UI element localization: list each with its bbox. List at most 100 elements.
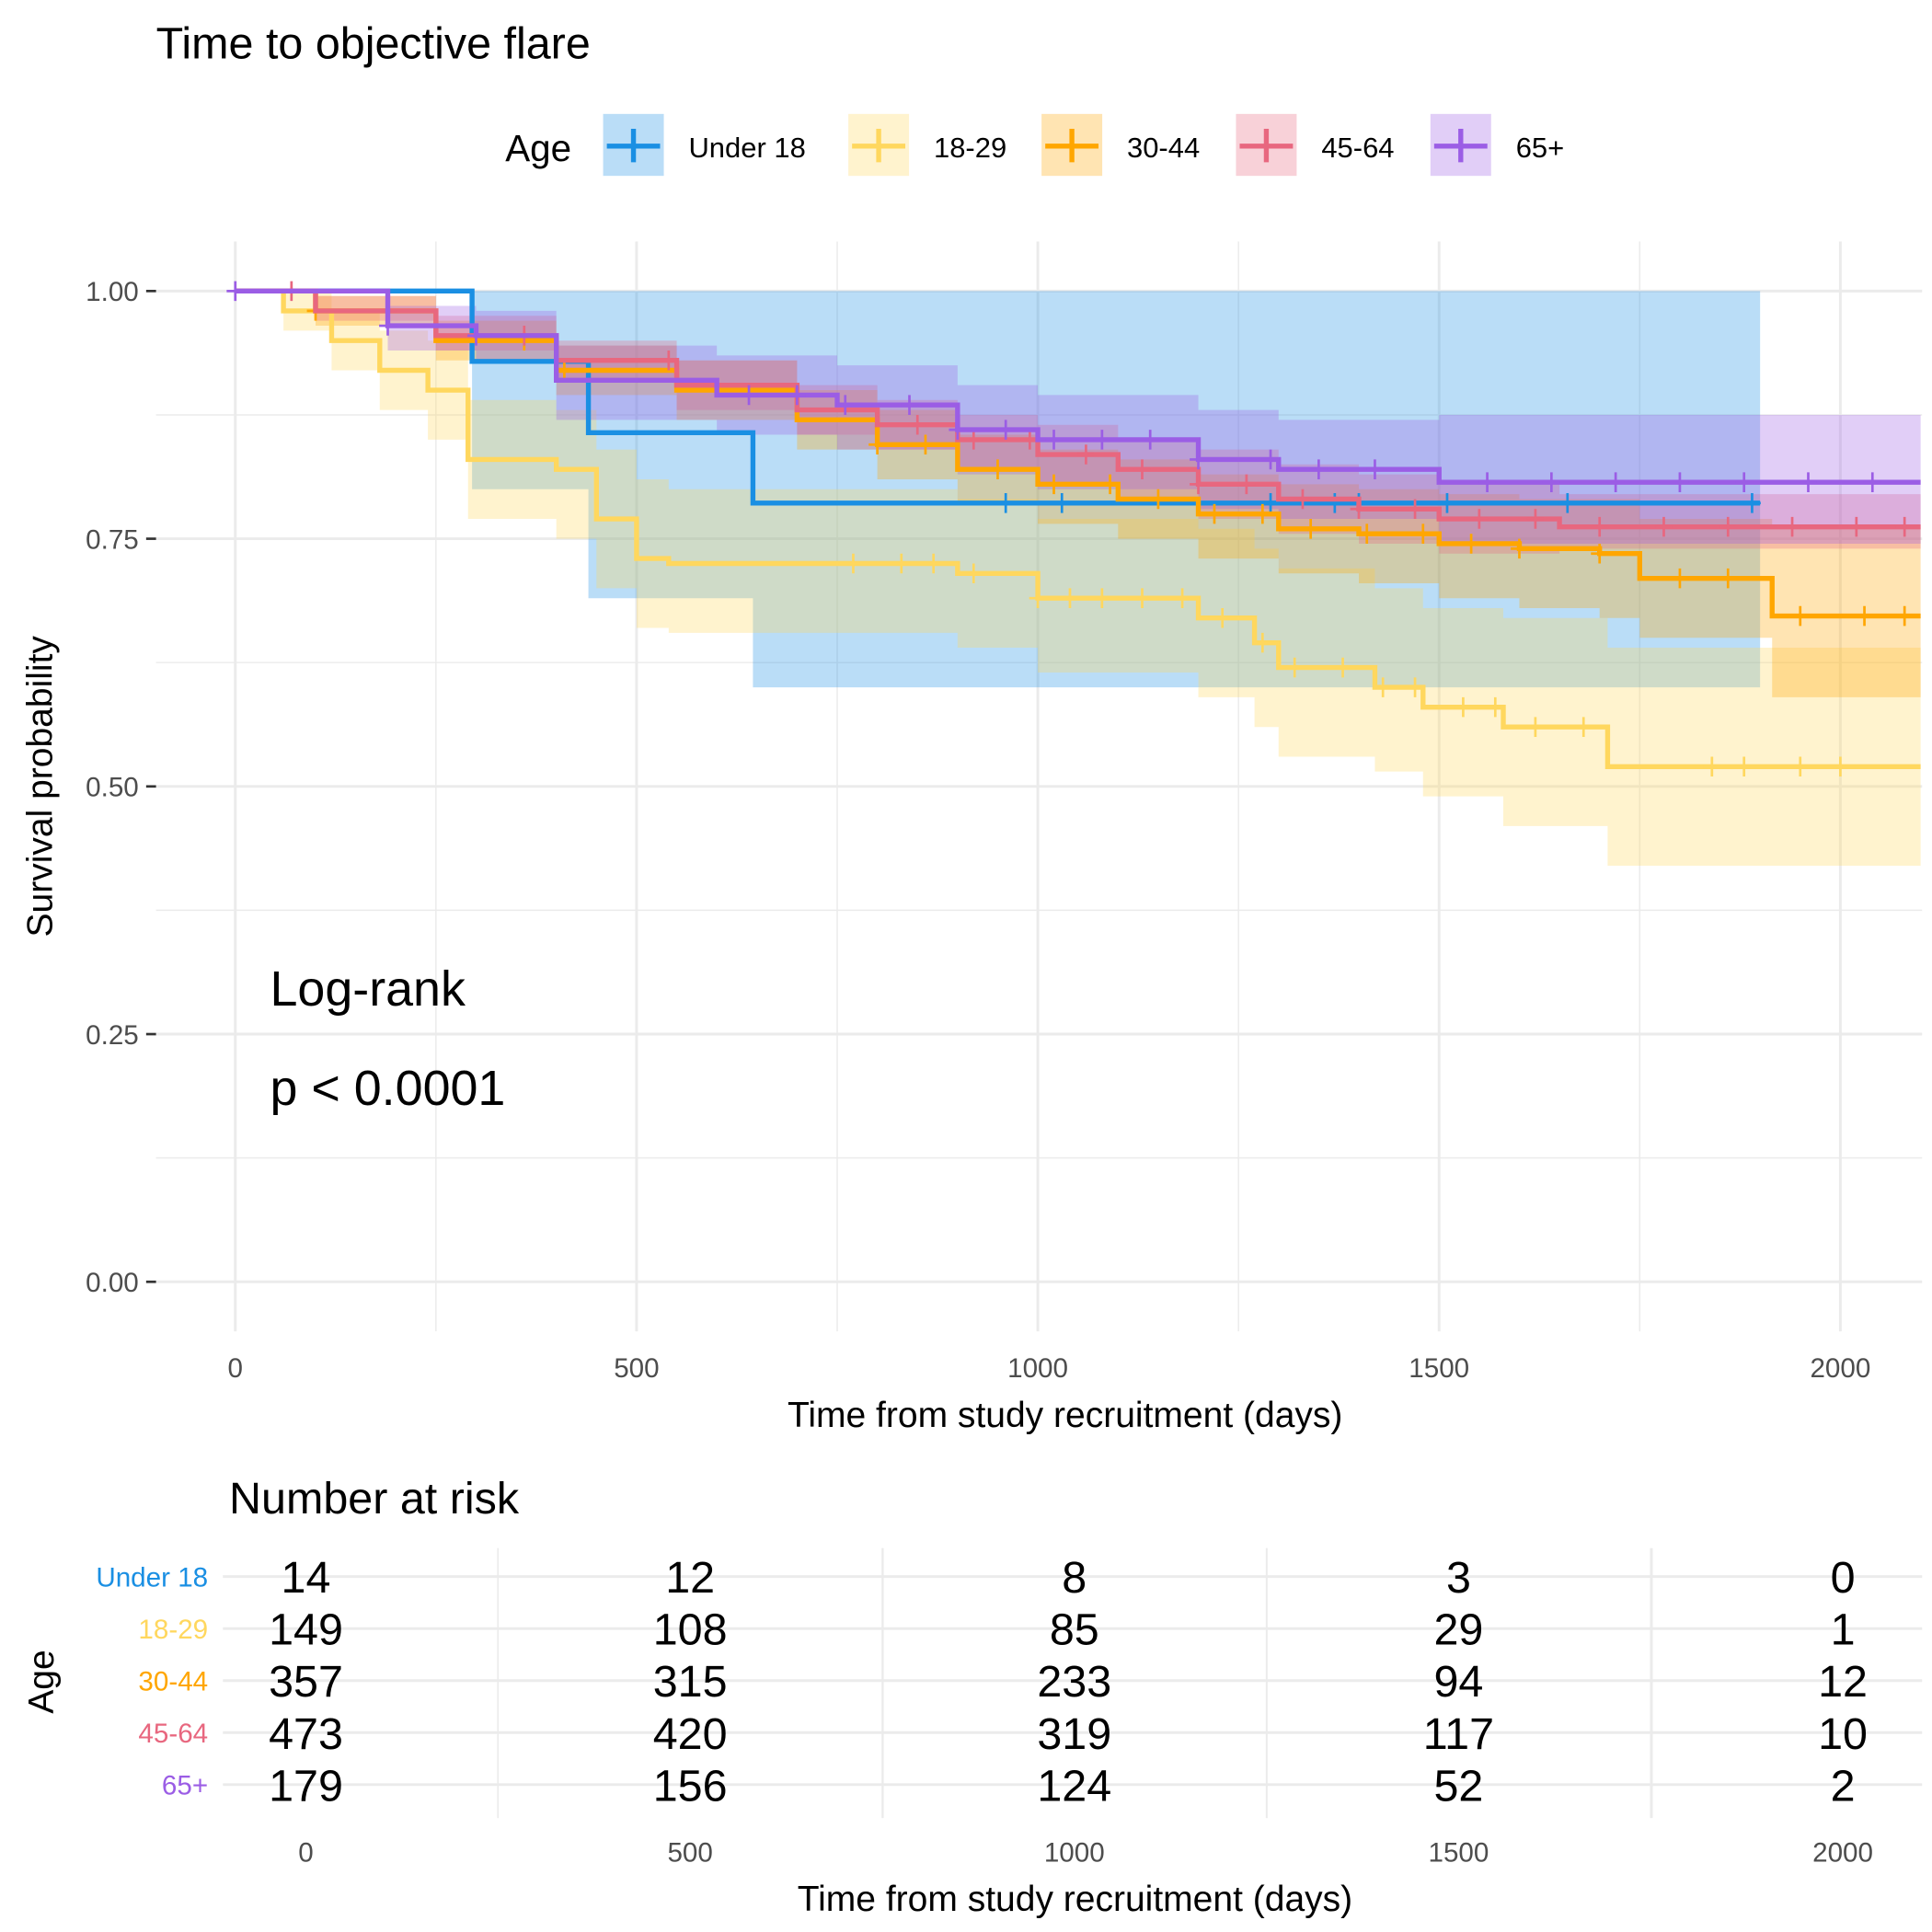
censor-mark-65+: [1366, 459, 1384, 479]
censor-mark-18-29: [964, 563, 983, 584]
risk-count: 124: [1037, 1761, 1111, 1811]
censor-mark-45-64: [1237, 474, 1256, 495]
risk-count: 108: [653, 1605, 728, 1655]
censor-mark-18-29: [1253, 632, 1271, 653]
x-tick-label: 500: [614, 1353, 659, 1384]
censor-mark-18-29: [1133, 588, 1151, 608]
x-axis-label: Time from study recruitment (days): [788, 1396, 1342, 1435]
risk-count: 12: [1818, 1657, 1868, 1707]
plot-area: 0.00 0.25 0.50 0.75 1.00 0 500 1000 1500 2000: [86, 241, 1923, 1384]
censor-mark-18-29: [1173, 588, 1191, 608]
censor-mark-30-44: [989, 459, 1006, 479]
censor-mark-under-18: [1743, 493, 1761, 513]
censor-mark-65+: [1800, 472, 1817, 492]
legend-key-line: [606, 129, 661, 163]
risk-table-title: Number at risk: [229, 1474, 520, 1524]
censor-mark-45-64: [660, 350, 678, 371]
censor-mark-45-64: [1719, 516, 1737, 537]
risk-count: 149: [269, 1605, 343, 1655]
censor-mark-18-29: [1061, 588, 1079, 608]
censor-mark-65+: [467, 326, 485, 346]
legend-key-line: [852, 129, 906, 163]
censor-mark-18-29: [1029, 588, 1047, 608]
censor-mark-65+: [949, 420, 967, 440]
censor-mark-45-64: [1076, 444, 1095, 465]
censor-mark-18-29: [1574, 717, 1593, 737]
censor-mark-45-64: [1406, 499, 1424, 520]
censor-mark-45-64: [908, 414, 926, 435]
censor-mark-under-18: [996, 493, 1015, 513]
censor-mark-30-44: [1895, 605, 1914, 627]
censor-mark-65+: [1141, 430, 1159, 450]
censor-mark-30-44: [1149, 489, 1167, 510]
legend-key-line: [1433, 129, 1488, 163]
risk-count: 12: [665, 1553, 715, 1603]
censor-mark-65+: [1261, 449, 1280, 470]
censor-mark-18-29: [845, 553, 862, 574]
censor-mark-65+: [1093, 430, 1111, 450]
legend-key-line: [1045, 129, 1099, 163]
ci-band-30-44: [235, 291, 1921, 697]
p-value-label: p < 0.0001: [270, 1061, 505, 1116]
censor-mark-under-18: [1261, 493, 1280, 513]
censor-mark-65+: [740, 385, 758, 406]
legend-title: Age: [505, 127, 571, 169]
risk-table-x-label: Time from study recruitment (days): [798, 1880, 1352, 1919]
legend: Age Under 18 18-29 30-44 45-64 65+: [505, 113, 1564, 177]
risk-row-label: Under 18: [96, 1562, 208, 1593]
risk-x-tick-label: 0: [298, 1837, 313, 1868]
censor-mark-65+: [1863, 472, 1881, 492]
risk-count: 1: [1831, 1605, 1856, 1655]
censor-mark-65+: [226, 281, 245, 302]
censor-mark-30-44: [1671, 568, 1689, 589]
risk-count: 52: [1433, 1761, 1483, 1811]
censor-mark-45-64: [1133, 459, 1151, 479]
censor-mark-18-29: [1831, 756, 1849, 777]
risk-count: 0: [1831, 1553, 1856, 1603]
risk-count: 3: [1446, 1553, 1471, 1603]
risk-x-tick-label: 1500: [1428, 1837, 1489, 1868]
censor-mark-45-64: [1470, 509, 1489, 529]
ci-band-45-64: [235, 291, 1921, 554]
censor-mark-65+: [1542, 472, 1560, 492]
censor-mark-18-29: [1213, 607, 1232, 628]
risk-count: 156: [653, 1761, 728, 1811]
x-tick-label: 2000: [1810, 1353, 1870, 1384]
censor-mark-45-64: [964, 430, 983, 450]
censor-mark-30-44: [1358, 523, 1376, 544]
censor-mark-30-44: [1591, 543, 1609, 564]
risk-count: 85: [1050, 1605, 1099, 1655]
risk-count: 233: [1037, 1657, 1111, 1707]
censor-mark-65+: [1045, 430, 1063, 450]
risk-row-label: 18-29: [138, 1615, 208, 1645]
legend-label: 45-64: [1321, 132, 1394, 164]
censor-mark-45-64: [1294, 489, 1312, 510]
legend-label: 18-29: [934, 132, 1006, 164]
risk-count: 420: [653, 1709, 728, 1759]
risk-count: 94: [1433, 1657, 1483, 1707]
risk-count: 8: [1062, 1553, 1087, 1603]
censor-mark-45-64: [1350, 499, 1368, 520]
risk-count: 10: [1818, 1709, 1868, 1759]
y-tick-label: 0.25: [86, 1020, 139, 1051]
censor-mark-under-18: [1438, 493, 1456, 513]
censor-mark-45-64: [1190, 474, 1207, 495]
x-tick-label: 1000: [1007, 1353, 1068, 1384]
risk-x-tick-label: 1000: [1044, 1837, 1105, 1868]
censor-mark-18-29: [1791, 756, 1810, 777]
censor-mark-under-18: [1326, 493, 1344, 513]
y-tick-label: 0.75: [86, 524, 139, 555]
censor-mark-18-29: [1735, 756, 1754, 777]
risk-row-label: 65+: [162, 1771, 208, 1801]
censor-mark-18-29: [1486, 696, 1504, 718]
risk-table: Under 18 14 12 8 3 0 18-29 149 108 85 29 1 30-44 357 3…: [96, 1547, 1923, 1868]
censor-mark-30-44: [1856, 605, 1873, 627]
censor-mark-65+: [901, 395, 918, 415]
censor-mark-65+: [1309, 459, 1328, 479]
censor-mark-65+: [1671, 472, 1689, 492]
censor-mark-45-64: [1783, 516, 1801, 537]
y-tick-label: 0.50: [86, 773, 139, 803]
ci-band-under-18: [235, 291, 1761, 688]
legend-label: 30-44: [1127, 132, 1200, 164]
risk-count: 2: [1831, 1761, 1856, 1811]
